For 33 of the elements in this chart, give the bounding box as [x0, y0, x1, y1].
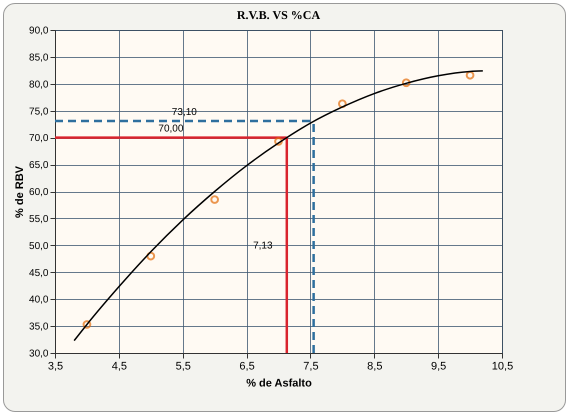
point: [210, 195, 219, 204]
x-tick-label: 4,5: [112, 360, 128, 372]
y-tick-label: 80,0: [29, 79, 49, 90]
point: [466, 70, 474, 80]
x-axis-title: % de Asfalto: [246, 378, 312, 390]
x-tick-label: 5,5: [176, 360, 191, 372]
y-tick-label: 85,0: [29, 52, 49, 64]
x-tick-label: 3,5: [48, 360, 64, 372]
chart-title: R.V.B. VS %CA: [236, 8, 320, 22]
point: [338, 99, 347, 108]
x-tick-label: 10,5: [492, 360, 514, 372]
x-tick-label: 7,5: [303, 360, 319, 372]
y-tick-label: 75,0: [29, 106, 49, 118]
point: [274, 137, 283, 146]
y-tick-label: 60,0: [29, 187, 49, 198]
y-axis-title: % de RBV: [14, 165, 26, 218]
y-tick-label: 35,0: [29, 322, 49, 333]
y-tick-label: 90,0: [29, 26, 49, 36]
y-tick-label: 70,0: [29, 133, 49, 144]
point: [82, 320, 92, 329]
y-tick-label: 65,0: [29, 160, 49, 172]
y-tick-label: 40,0: [29, 294, 49, 306]
point: [146, 252, 156, 260]
line-series: [73, 70, 484, 342]
y-tick-label: 45,0: [29, 268, 49, 279]
ref-line-label: 70,00: [158, 124, 184, 135]
x-tick-label: 9,5: [430, 360, 446, 372]
y-tick-label: 50,0: [29, 240, 49, 252]
point: [402, 78, 411, 88]
x-tick-label: 6,5: [239, 360, 255, 372]
y-tick-label: 55,0: [29, 214, 49, 225]
x-tick-label: 8,5: [367, 360, 382, 372]
y-tick-label: 30,0: [29, 348, 49, 360]
